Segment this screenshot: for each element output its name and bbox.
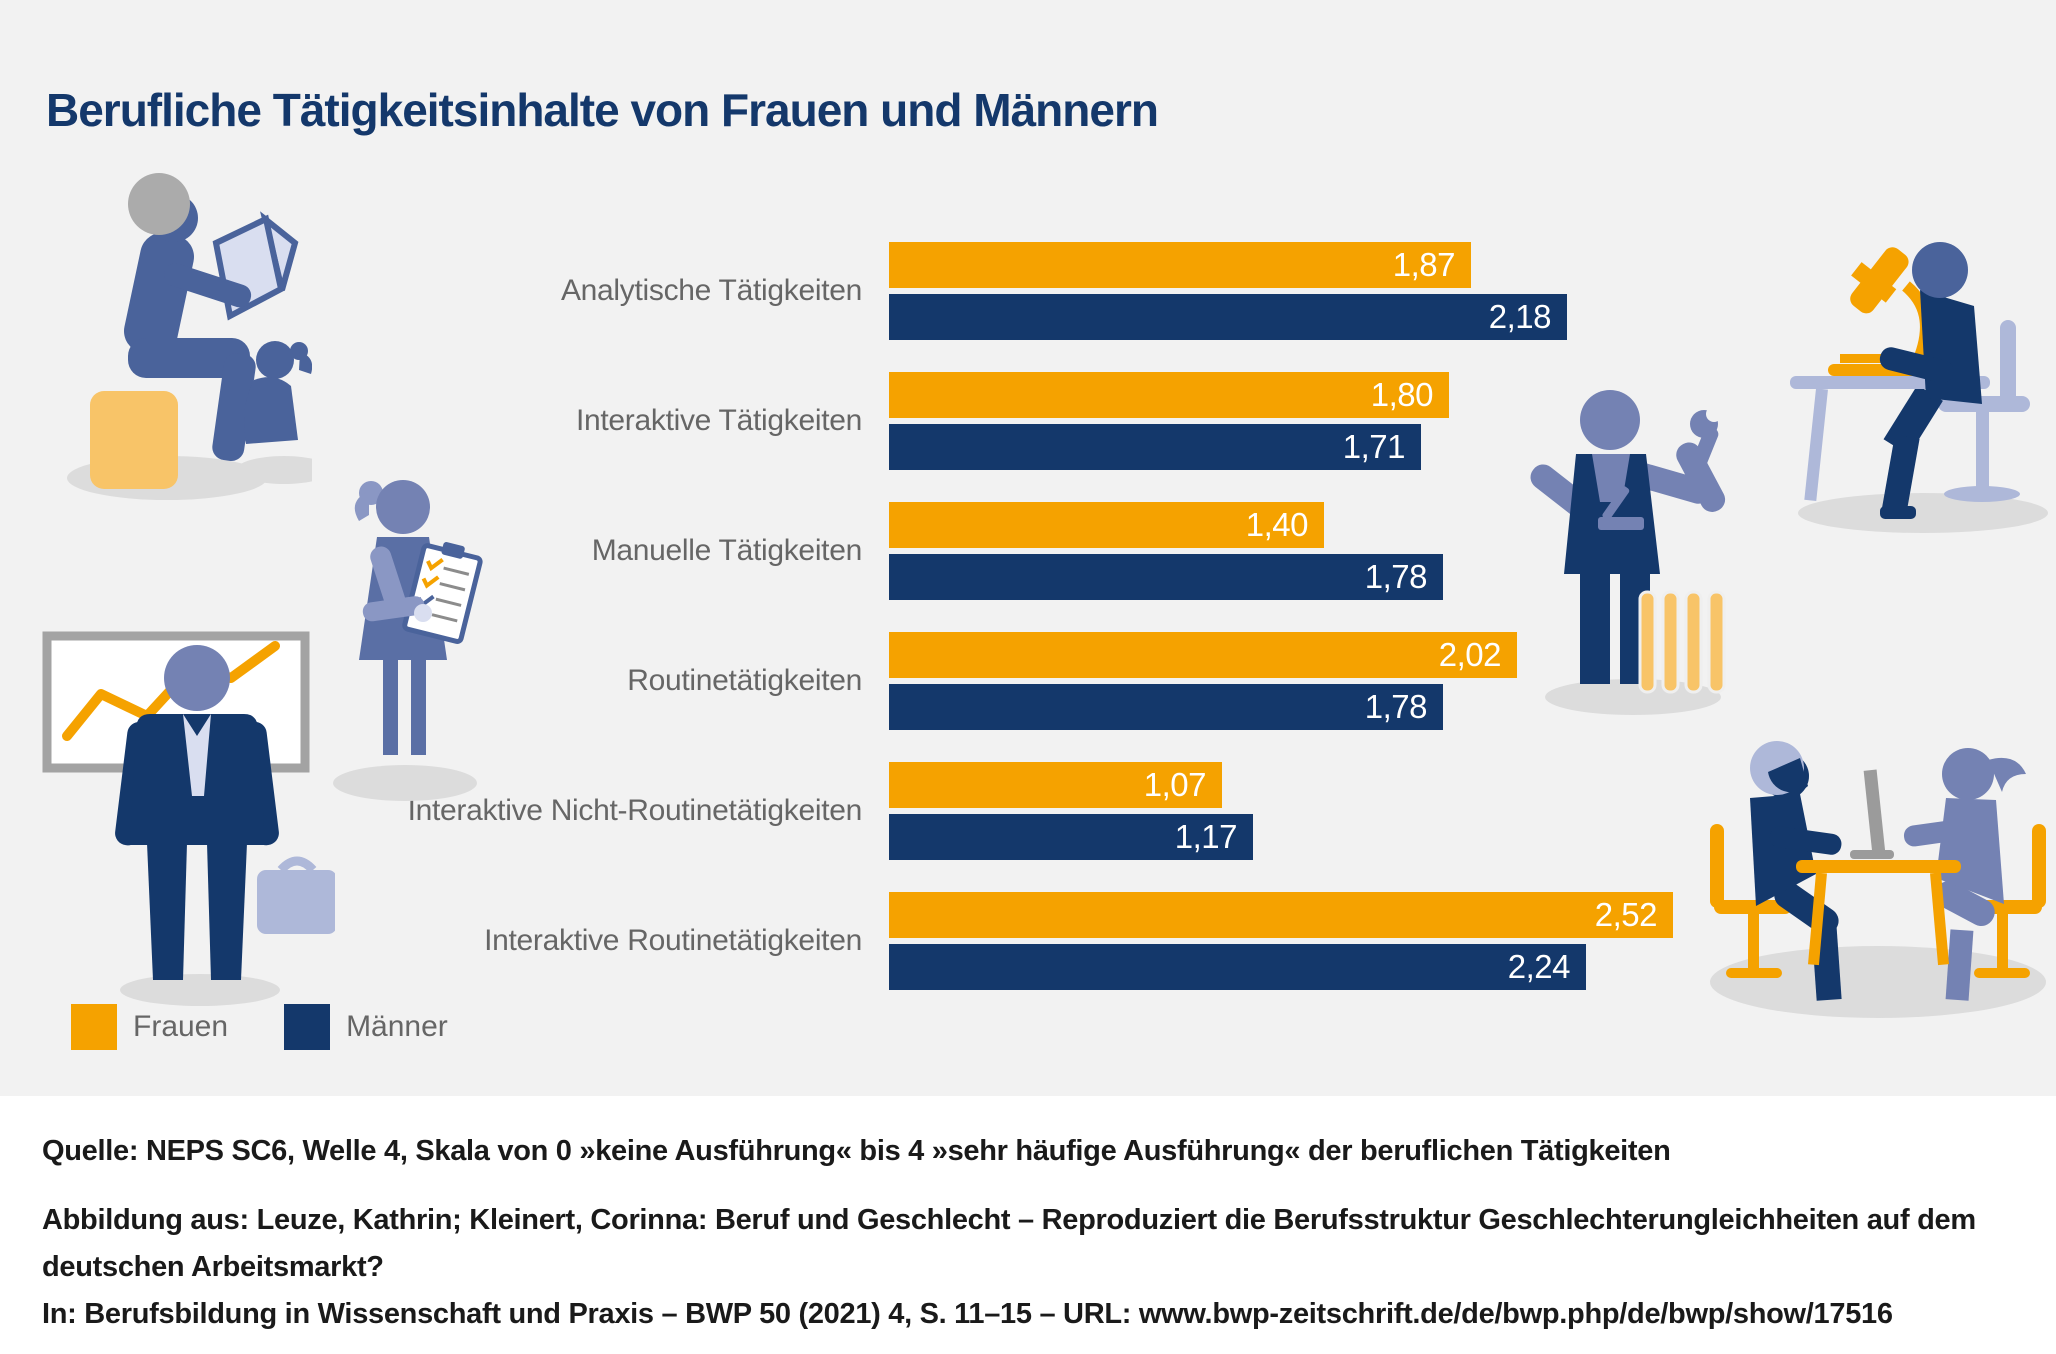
bar-value-label: 1,87	[1392, 246, 1456, 283]
woman-with-clipboard-icon	[333, 480, 483, 801]
bar-frauen-row3: 1,40	[889, 502, 1324, 548]
bar-value-label: 2,02	[1438, 636, 1502, 673]
bar-value-label: 2,52	[1594, 896, 1658, 933]
category-label: Manuelle Tätigkeiten	[591, 534, 863, 567]
category-label: Interaktive Routinetätigkeiten	[484, 924, 862, 957]
bar-value-label: 1,07	[1143, 766, 1207, 803]
category-label: Interaktive Nicht-Routinetätigkeiten	[407, 794, 863, 827]
bar-frauen-row2: 1,80	[889, 372, 1449, 418]
attribution-line-1: Abbildung aus: Leuze, Kathrin; Kleinert,…	[42, 1204, 1976, 1236]
bar-maenner-row6: 2,24	[889, 944, 1586, 990]
bar-maenner-row5: 1,17	[889, 814, 1253, 860]
category-label: Interaktive Tätigkeiten	[575, 404, 862, 437]
bar-value-label: 1,71	[1342, 428, 1406, 465]
source-line: Quelle: NEPS SC6, Welle 4, Skala von 0 »…	[42, 1135, 1671, 1167]
bar-value-label: 2,18	[1488, 298, 1552, 335]
bar-maenner-row1: 2,18	[889, 294, 1567, 340]
legend-swatch-icon	[284, 1004, 331, 1050]
page-title: Berufliche Tätigkeitsinhalte von Frauen …	[46, 83, 1159, 136]
publication-line: In: Berufsbildung in Wissenschaft und Pr…	[42, 1298, 1893, 1330]
legend-label: Frauen	[133, 1010, 229, 1043]
bar-frauen-row5: 1,07	[889, 762, 1222, 808]
worker-with-wrench-icon	[1530, 390, 1726, 715]
source-footer: Quelle: NEPS SC6, Welle 4, Skala von 0 »…	[42, 1128, 2022, 1338]
bar-value-label: 1,78	[1364, 688, 1428, 725]
bar-value-label: 2,24	[1507, 948, 1571, 985]
legend-item-frauen: Frauen	[71, 1004, 228, 1050]
category-label: Routinetätigkeiten	[627, 664, 862, 697]
legend-item-männer: Männer	[284, 1004, 448, 1050]
attribution-line-2: deutschen Arbeitsmarkt?	[42, 1251, 384, 1283]
bar-value-label: 1,40	[1245, 506, 1309, 543]
chart-legend: Frauen Männer	[71, 1004, 448, 1050]
two-people-at-desk-icon	[1710, 741, 2046, 1018]
businessman-flipchart-icon	[42, 631, 335, 1006]
researcher-microscope-icon	[1790, 242, 2048, 533]
category-label: Analytische Tätigkeiten	[560, 274, 862, 307]
bar-frauen-row1: 1,87	[889, 242, 1471, 288]
bar-frauen-row6: 2,52	[889, 892, 1673, 938]
bar-maenner-row2: 1,71	[889, 424, 1421, 470]
reading-to-child-icon	[67, 173, 312, 500]
bar-frauen-row4: 2,02	[889, 632, 1517, 678]
bar-value-label: 1,17	[1174, 818, 1238, 855]
bar-value-label: 1,78	[1364, 558, 1428, 595]
bar-value-label: 1,80	[1370, 376, 1434, 413]
bar-maenner-row3: 1,78	[889, 554, 1443, 600]
legend-label: Männer	[346, 1010, 448, 1043]
bar-maenner-row4: 1,78	[889, 684, 1443, 730]
legend-swatch-icon	[71, 1004, 117, 1050]
